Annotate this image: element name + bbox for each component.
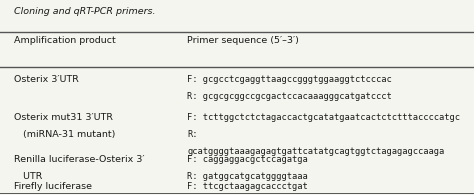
Text: Renilla luciferase-Osterix 3′: Renilla luciferase-Osterix 3′ xyxy=(14,155,145,164)
Text: (miRNA-31 mutant): (miRNA-31 mutant) xyxy=(14,130,116,139)
Text: Osterix 3′UTR: Osterix 3′UTR xyxy=(14,75,79,84)
Text: R:: R: xyxy=(187,130,198,139)
Text: Firefly luciferase: Firefly luciferase xyxy=(14,182,92,191)
Text: F: ttcgctaagagcaccctgat: F: ttcgctaagagcaccctgat xyxy=(187,182,308,191)
Text: F: caggaggacgctccagatga: F: caggaggacgctccagatga xyxy=(187,155,308,164)
Text: gcatggggtaaagagagtgattcatatgcagtggtctagagagccaaga: gcatggggtaaagagagtgattcatatgcagtggtctaga… xyxy=(187,147,445,156)
Text: Osterix mut31 3′UTR: Osterix mut31 3′UTR xyxy=(14,113,113,122)
Text: Cloning and qRT-PCR primers.: Cloning and qRT-PCR primers. xyxy=(14,7,156,16)
Text: Primer sequence (5′–3′): Primer sequence (5′–3′) xyxy=(187,36,299,45)
Text: R: gatggcatgcatggggtaaa: R: gatggcatgcatggggtaaa xyxy=(187,172,308,181)
Text: F: gcgcctcgaggttaagccgggtggaaggtctcccac: F: gcgcctcgaggttaagccgggtggaaggtctcccac xyxy=(187,75,392,84)
Text: Amplification product: Amplification product xyxy=(14,36,116,45)
Text: UTR: UTR xyxy=(14,172,43,181)
Text: F: tcttggctctctagaccactgcatatgaatcactctctttaccccatgc: F: tcttggctctctagaccactgcatatgaatcactctc… xyxy=(187,113,460,122)
Text: R: gcgcgcggccgcgactccacaaagggcatgatccct: R: gcgcgcggccgcgactccacaaagggcatgatccct xyxy=(187,92,392,101)
